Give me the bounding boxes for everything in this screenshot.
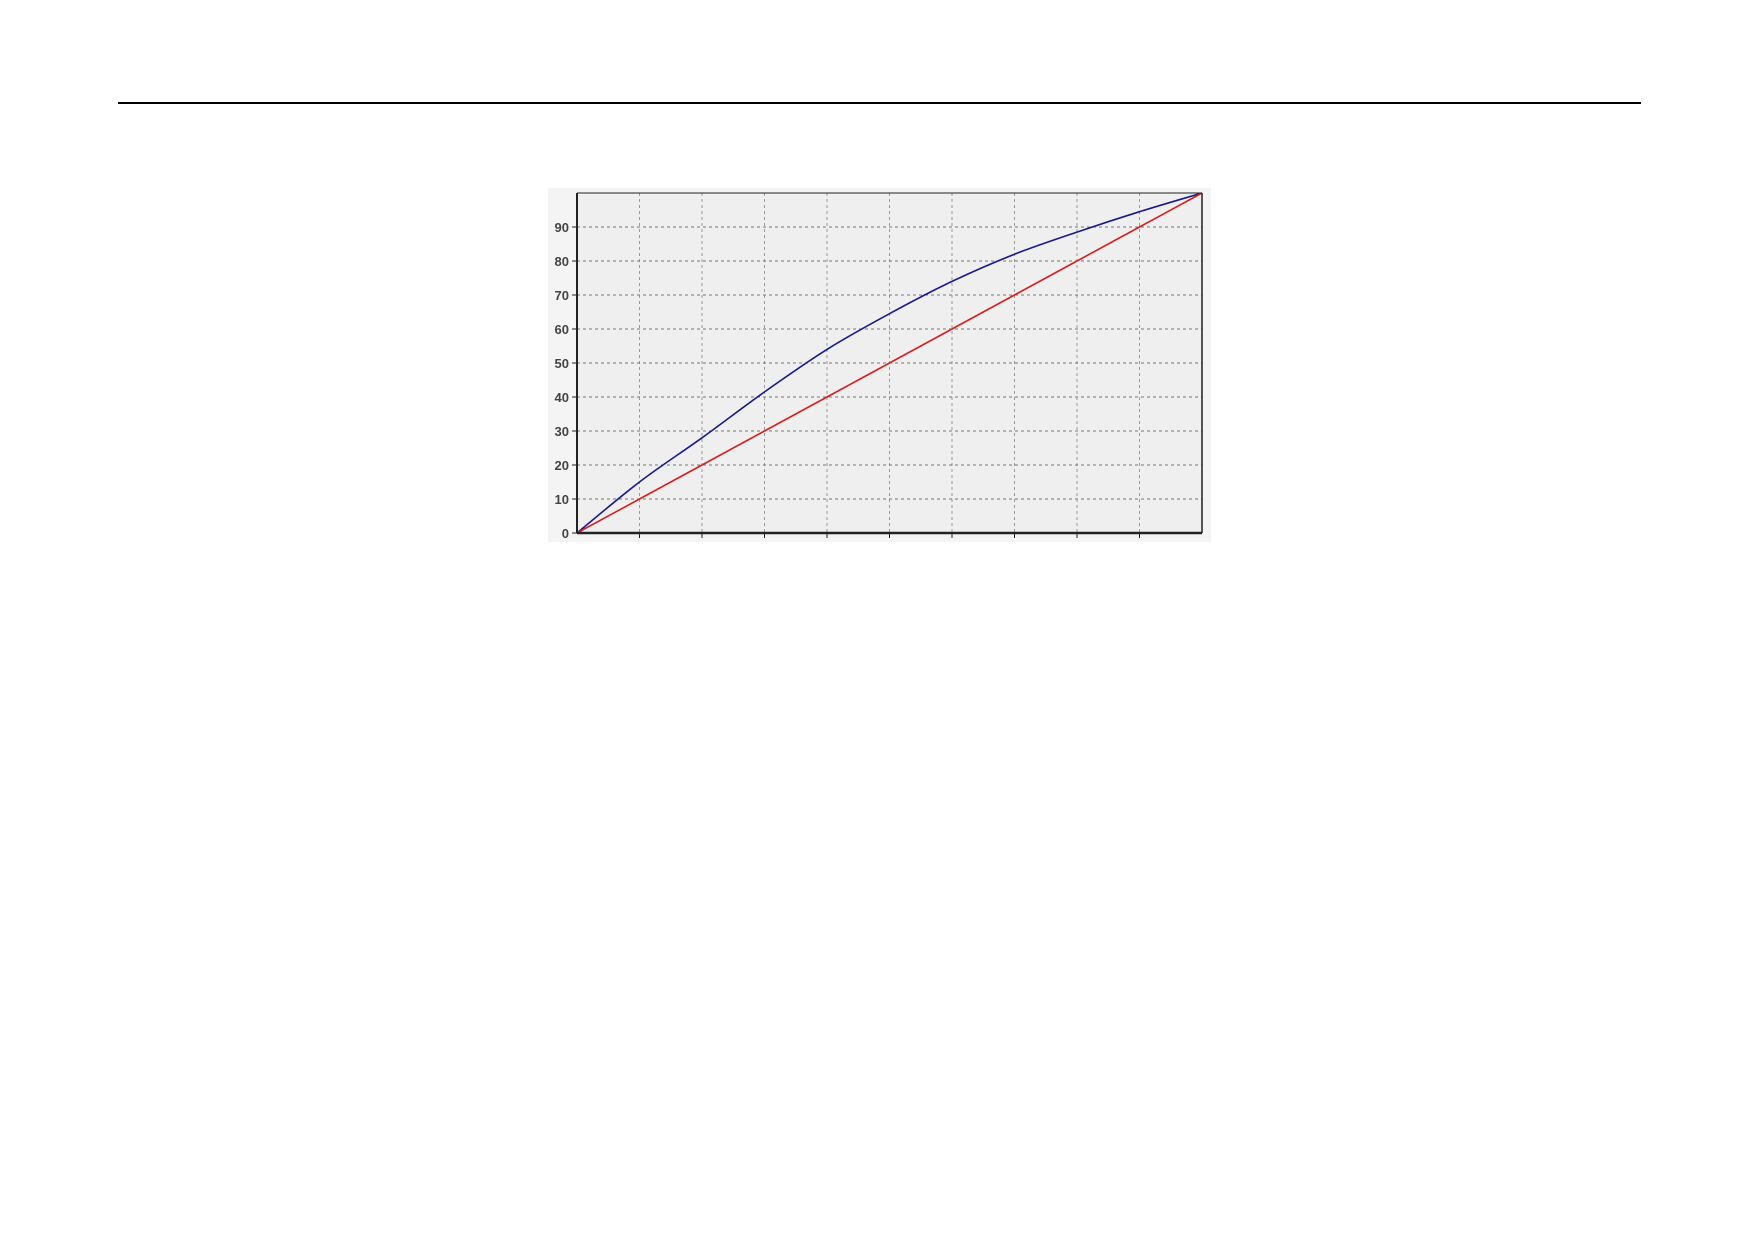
- y-tick-label: 70: [555, 288, 569, 303]
- y-tick-label: 50: [555, 356, 569, 371]
- series-line-0: [576, 192, 1203, 534]
- y-tick-label: 0: [562, 526, 569, 541]
- y-tick-label: 40: [555, 390, 569, 405]
- y-tick-label: 20: [555, 458, 569, 473]
- series-line-1: [576, 192, 1203, 534]
- y-tick-label: 90: [555, 220, 569, 235]
- y-tick-label: 30: [555, 424, 569, 439]
- y-tick-label: 10: [555, 492, 569, 507]
- header-rule: [118, 102, 1641, 104]
- y-tick-label: 80: [555, 254, 569, 269]
- y-tick-label: 60: [555, 322, 569, 337]
